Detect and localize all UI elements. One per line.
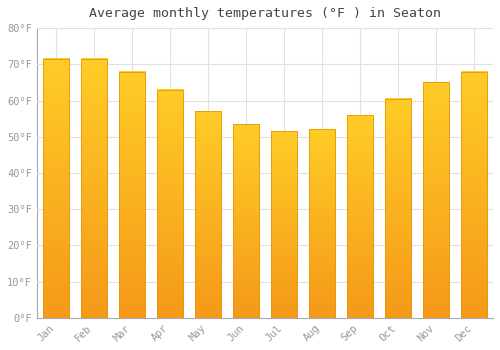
Bar: [384, 99, 411, 318]
Bar: [42, 59, 69, 318]
Bar: [270, 131, 297, 318]
Bar: [232, 124, 259, 318]
Bar: [118, 71, 145, 318]
Bar: [194, 111, 221, 318]
Bar: [156, 90, 183, 318]
Bar: [460, 71, 487, 318]
Bar: [422, 82, 450, 318]
Title: Average monthly temperatures (°F ) in Seaton: Average monthly temperatures (°F ) in Se…: [89, 7, 441, 20]
Bar: [80, 59, 107, 318]
Bar: [308, 130, 336, 318]
Bar: [346, 115, 374, 318]
